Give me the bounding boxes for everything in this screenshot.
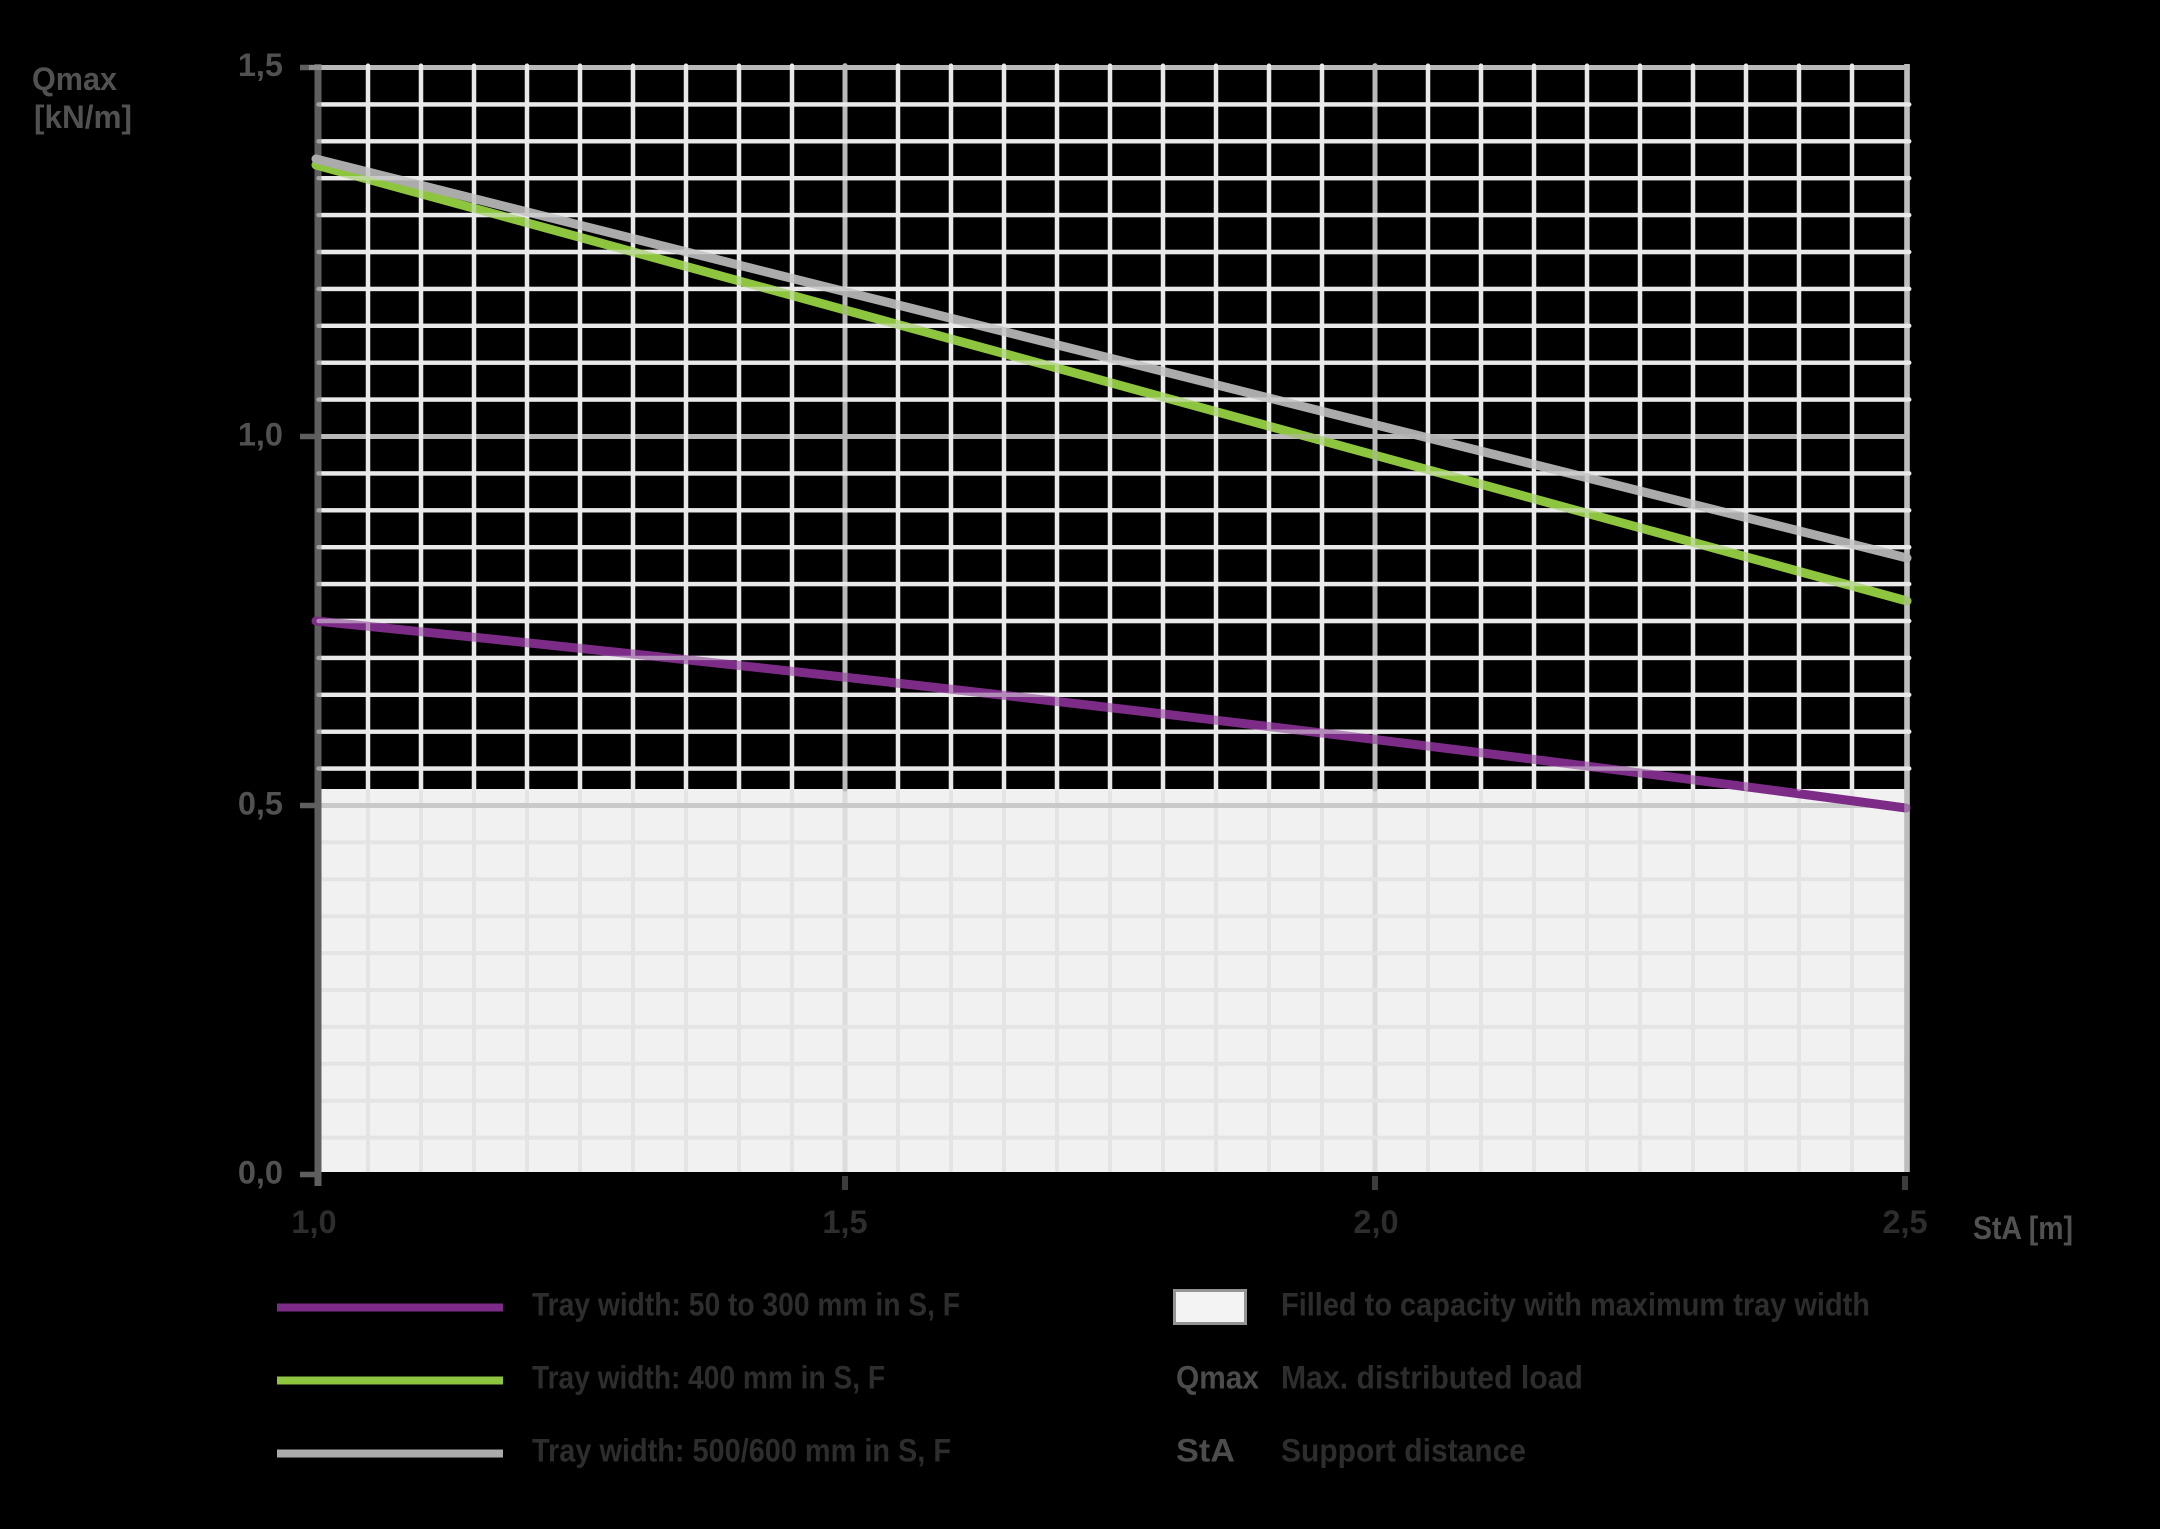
svg-text:Qmax: Qmax	[32, 61, 117, 97]
svg-text:[kN/m]: [kN/m]	[34, 99, 132, 135]
svg-text:Filled to capacity with maximu: Filled to capacity with maximum tray wid…	[1281, 1287, 1870, 1323]
svg-text:2,0: 2,0	[1353, 1204, 1398, 1240]
svg-text:2,5: 2,5	[1882, 1204, 1927, 1240]
svg-text:Tray width: 500/600 mm in S, F: Tray width: 500/600 mm in S, F	[532, 1433, 951, 1469]
svg-text:StA [m]: StA [m]	[1973, 1210, 2073, 1246]
svg-text:1,0: 1,0	[238, 417, 283, 453]
svg-text:Qmax: Qmax	[1176, 1360, 1259, 1396]
svg-text:0,5: 0,5	[238, 786, 283, 822]
svg-text:0,0: 0,0	[238, 1155, 283, 1191]
svg-text:Max. distributed load: Max. distributed load	[1281, 1360, 1583, 1396]
svg-text:Tray width: 400 mm in S, F: Tray width: 400 mm in S, F	[532, 1360, 885, 1396]
svg-text:1,5: 1,5	[822, 1204, 867, 1240]
svg-text:Tray width: 50 to 300 mm in S,: Tray width: 50 to 300 mm in S, F	[532, 1287, 960, 1323]
svg-text:Support distance: Support distance	[1281, 1433, 1526, 1469]
svg-text:StA: StA	[1176, 1433, 1235, 1469]
svg-text:1,0: 1,0	[291, 1204, 336, 1240]
svg-text:1,5: 1,5	[238, 47, 283, 83]
